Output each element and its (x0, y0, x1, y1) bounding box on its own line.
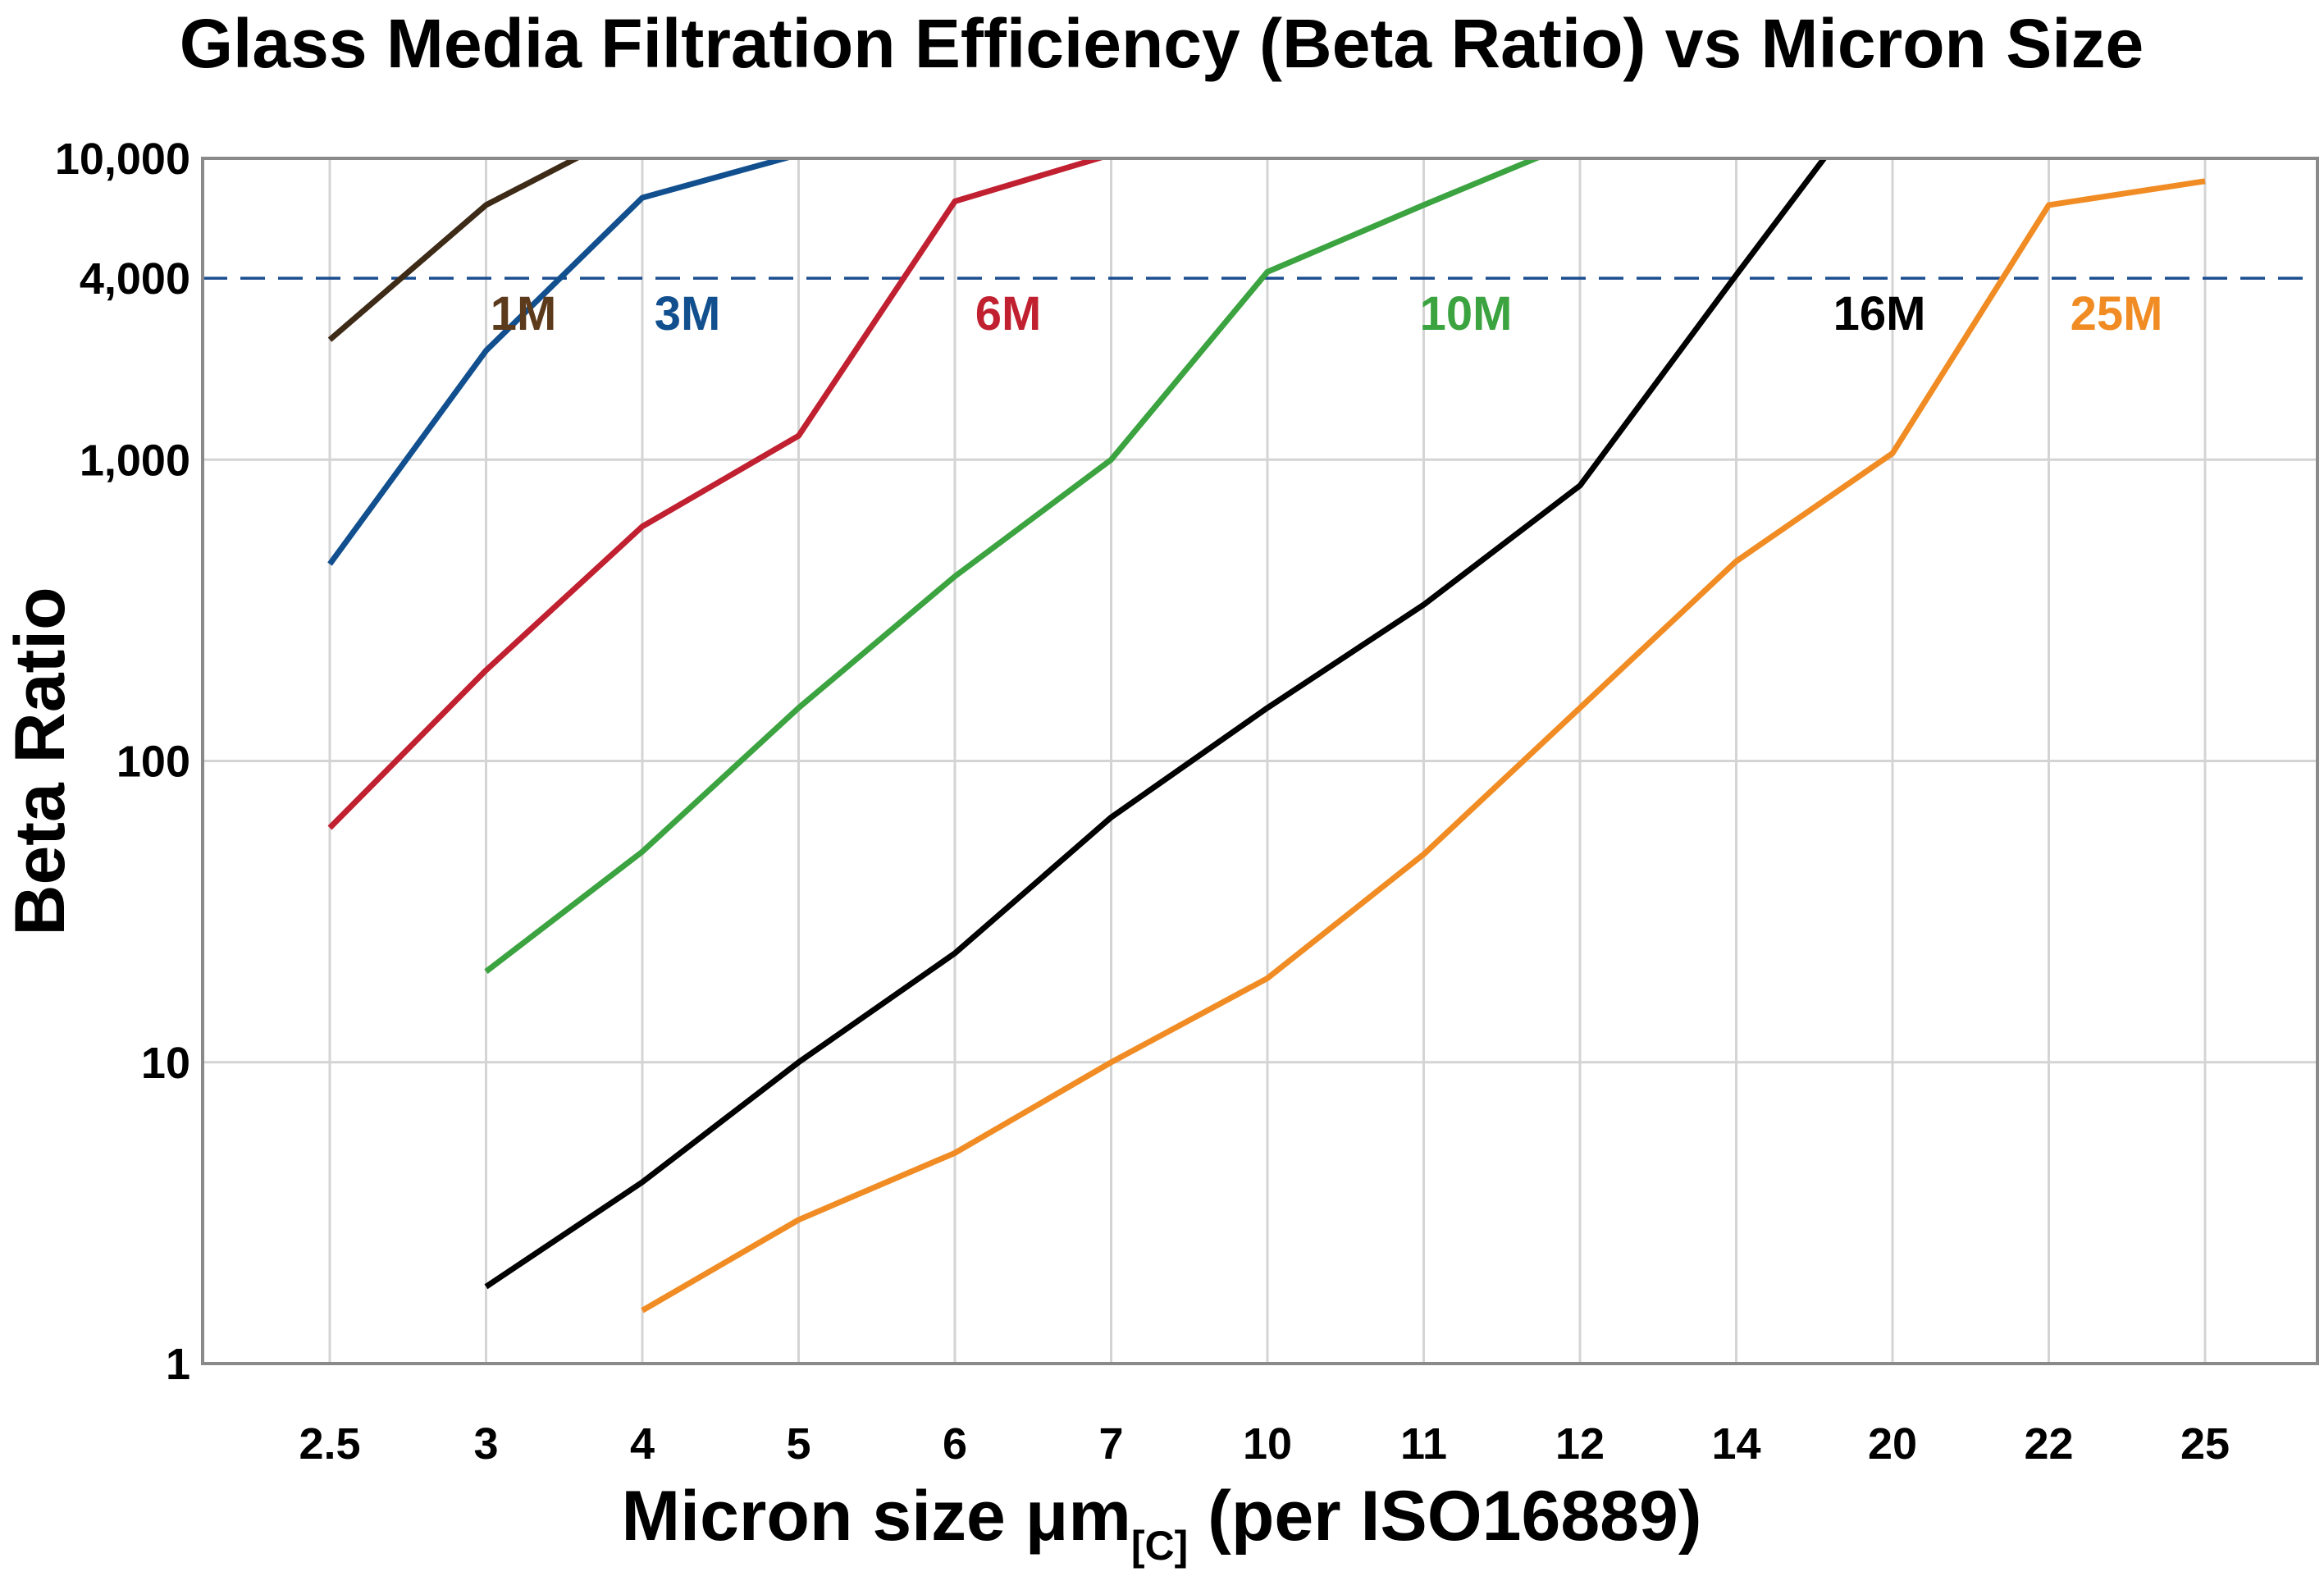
series-line-1M (327, 158, 582, 342)
series-label-10M: 10M (1420, 287, 1513, 340)
x-axis-title-main: Micron size μm (622, 1477, 1131, 1556)
x-tick-label: 7 (1098, 1419, 1123, 1469)
x-axis-title: Micron size μm[C] (per ISO16889) (622, 1477, 1702, 1569)
series-label-3M: 3M (655, 287, 721, 340)
x-axis-title-suffix: (per ISO16889) (1188, 1477, 1701, 1556)
series-line-25M (641, 178, 2206, 1314)
y-tick-label: 1,000 (80, 436, 190, 485)
reference-line-label: 4,000 (80, 254, 190, 304)
x-tick-labels: 2.5 3 4 5 6 7 10 11 12 14 20 22 25 (299, 1419, 2230, 1469)
series-line-10M (484, 158, 1544, 974)
x-tick-label: 11 (1400, 1419, 1447, 1469)
x-tick-label: 6 (943, 1419, 967, 1469)
x-tick-label: 22 (2024, 1419, 2073, 1469)
y-tick-label: 10 (141, 1039, 190, 1088)
x-tick-label: 12 (1555, 1419, 1605, 1469)
series-label-25M: 25M (2071, 287, 2163, 340)
y-tick-labels: 1 10 100 1,000 10,000 (55, 135, 190, 1389)
series-lines (327, 158, 2206, 1314)
y-tick-label: 1 (166, 1340, 190, 1389)
x-tick-label: 25 (2180, 1419, 2230, 1469)
series-label-6M: 6M (975, 287, 1042, 340)
x-tick-label: 3 (473, 1419, 498, 1469)
y-tick-label: 10,000 (55, 135, 190, 184)
series-label-16M: 16M (1833, 287, 1926, 340)
plot-frame (201, 157, 2319, 1365)
x-tick-label: 2.5 (299, 1419, 360, 1469)
x-tick-label: 10 (1243, 1419, 1292, 1469)
x-tick-label: 20 (1868, 1419, 1917, 1469)
series-line-6M (327, 158, 1109, 830)
y-axis-title: Beta Ratio (1, 587, 80, 935)
series-line-3M (327, 158, 796, 566)
series-labels: 1M 3M 6M 10M 16M 25M (491, 287, 2163, 340)
x-tick-label: 14 (1711, 1419, 1760, 1469)
series-label-1M: 1M (491, 287, 557, 340)
y-tick-label: 100 (116, 738, 190, 787)
series-line-16M (484, 158, 1829, 1290)
reference-line-group: 4,000 (80, 254, 2317, 304)
x-tick-label: 4 (630, 1419, 655, 1469)
chart-title: Glass Media Filtration Efficiency (Beta … (180, 5, 2144, 82)
x-axis-title-subscript: [C] (1131, 1523, 1188, 1569)
x-tick-label: 5 (786, 1419, 810, 1469)
